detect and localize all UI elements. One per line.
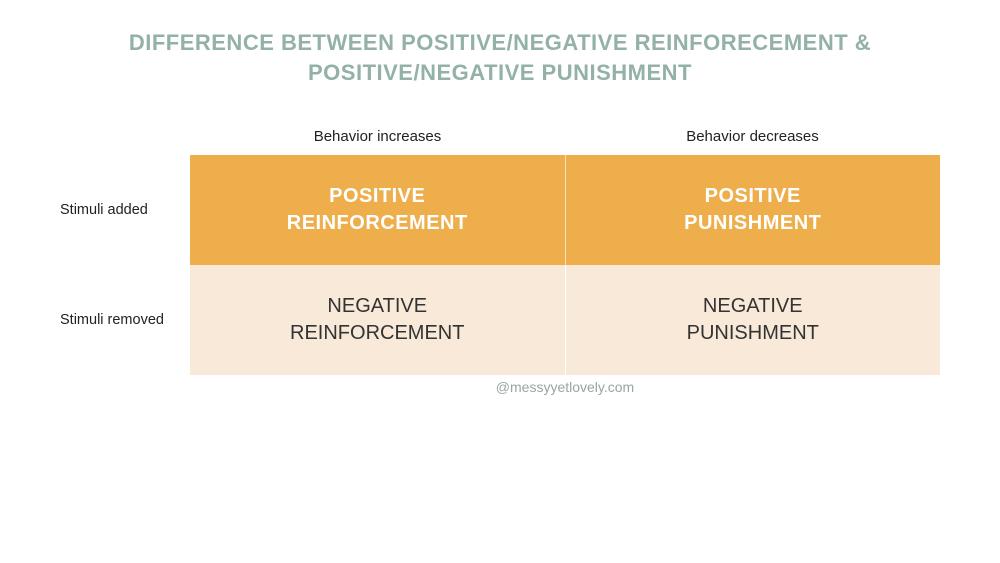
column-headers: Behavior increases Behavior decreases: [190, 120, 940, 155]
cell-negative-punishment: NEGATIVE PUNISHMENT: [566, 265, 941, 375]
col-header-increases: Behavior increases: [190, 120, 565, 155]
matrix-grid: Behavior increases Behavior decreases St…: [60, 120, 940, 395]
attribution-text: @messyyetlovely.com: [190, 375, 940, 395]
row-label-added: Stimuli added: [60, 155, 190, 265]
cell-positive-reinforcement: POSITIVE REINFORCEMENT: [190, 155, 566, 265]
row2-cells: NEGATIVE REINFORCEMENT NEGATIVE PUNISHME…: [190, 265, 940, 375]
row-label-removed: Stimuli removed: [60, 265, 190, 375]
cell-negative-reinforcement: NEGATIVE REINFORCEMENT: [190, 265, 566, 375]
page-title: DIFFERENCE BETWEEN POSITIVE/NEGATIVE REI…: [0, 0, 1000, 87]
page: DIFFERENCE BETWEEN POSITIVE/NEGATIVE REI…: [0, 0, 1000, 563]
col-header-decreases: Behavior decreases: [565, 120, 940, 155]
row-stimuli-added: Stimuli added POSITIVE REINFORCEMENT POS…: [60, 155, 940, 265]
title-line-1: DIFFERENCE BETWEEN POSITIVE/NEGATIVE REI…: [0, 28, 1000, 58]
row1-cells: POSITIVE REINFORCEMENT POSITIVE PUNISHME…: [190, 155, 940, 265]
matrix-rows: Stimuli added POSITIVE REINFORCEMENT POS…: [60, 155, 940, 375]
cell-positive-punishment: POSITIVE PUNISHMENT: [566, 155, 941, 265]
row-stimuli-removed: Stimuli removed NEGATIVE REINFORCEMENT N…: [60, 265, 940, 375]
title-line-2: POSITIVE/NEGATIVE PUNISHMENT: [0, 58, 1000, 88]
